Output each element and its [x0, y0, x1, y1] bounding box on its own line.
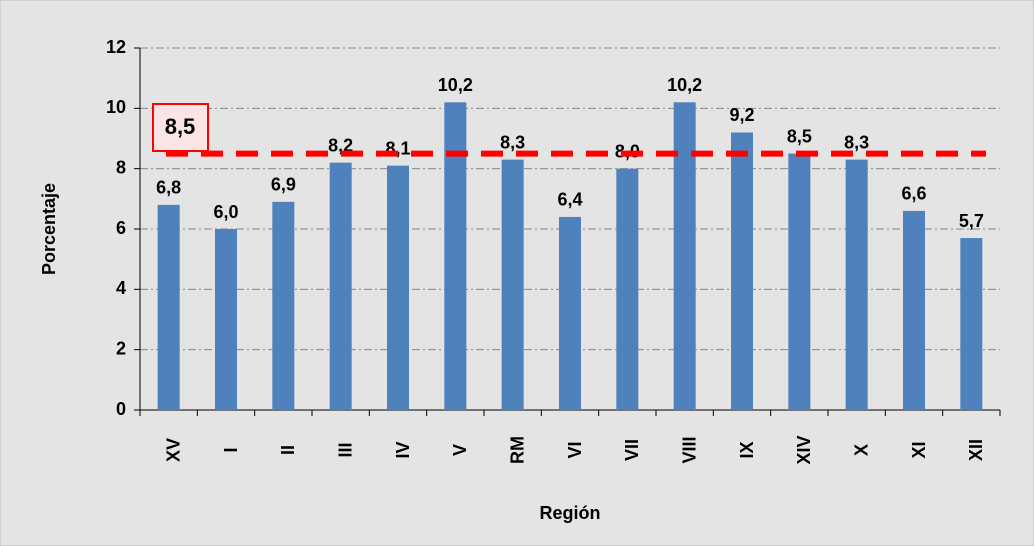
x-tick-label: V	[450, 444, 470, 456]
x-tick-label: III	[335, 442, 355, 457]
bar	[215, 229, 237, 410]
x-tick-label: RM	[507, 436, 527, 464]
x-tick-label: X	[851, 444, 871, 456]
value-label: 10,2	[667, 75, 702, 95]
x-tick-label: VI	[565, 441, 585, 458]
value-label: 6,0	[213, 202, 238, 222]
bar	[387, 165, 409, 410]
bar	[903, 210, 925, 410]
x-tick-label: I	[221, 447, 241, 452]
y-tick-label: 2	[116, 338, 126, 358]
bar	[272, 201, 295, 410]
x-tick-label: IV	[393, 441, 413, 458]
value-label: 10,2	[438, 75, 473, 95]
value-label: 8,5	[787, 126, 812, 146]
x-tick-label: XII	[966, 439, 986, 461]
y-tick-label: 6	[116, 218, 126, 238]
value-label: 9,2	[729, 105, 754, 125]
y-tick-label: 10	[106, 97, 126, 117]
value-label: 6,6	[901, 184, 926, 204]
value-label: 6,4	[557, 190, 582, 210]
value-label: 8,2	[328, 135, 353, 155]
bar	[616, 168, 639, 410]
x-axis-label: Región	[540, 503, 601, 523]
x-tick-label: IX	[737, 441, 757, 458]
value-label: 5,7	[959, 211, 984, 231]
bar	[845, 159, 868, 410]
x-tick-label: XIV	[794, 435, 814, 464]
y-axis-label: Porcentaje	[39, 183, 59, 275]
bar	[501, 159, 524, 410]
bar	[444, 102, 467, 411]
value-label: 6,9	[271, 175, 296, 195]
value-label: 8,3	[500, 132, 525, 152]
reference-label-box	[152, 103, 209, 152]
x-tick-label: II	[278, 445, 298, 455]
y-tick-label: 12	[106, 37, 126, 57]
y-tick-label: 0	[116, 399, 126, 419]
x-tick-label: VII	[622, 439, 642, 461]
x-tick-label: XV	[163, 438, 183, 462]
bar	[673, 102, 696, 411]
x-tick-label: XI	[909, 441, 929, 458]
value-label: 6,8	[156, 178, 181, 198]
bar	[731, 132, 753, 410]
bar	[960, 238, 983, 410]
value-label: 8,3	[844, 132, 869, 152]
bar	[559, 216, 581, 410]
x-tick-label: VIII	[679, 436, 699, 463]
bar	[157, 204, 180, 410]
y-tick-label: 8	[116, 157, 126, 177]
reference-label: 8,5	[165, 114, 196, 139]
bar	[329, 162, 352, 410]
bar	[788, 153, 811, 411]
y-tick-label: 4	[116, 278, 126, 298]
